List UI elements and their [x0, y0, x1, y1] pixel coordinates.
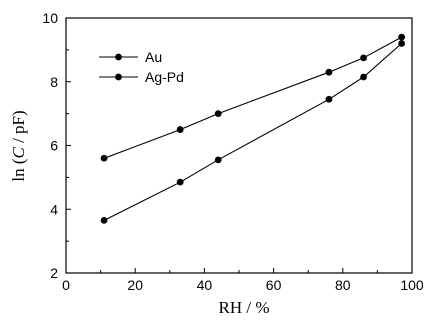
y-tick-label: 2 — [50, 265, 58, 281]
y-tick-label: 6 — [50, 138, 58, 154]
y-axis-title-prefix: ln ( — [9, 158, 28, 181]
y-tick-label: 8 — [50, 74, 58, 90]
data-point-au — [100, 154, 108, 162]
x-tick-label: 80 — [335, 277, 351, 293]
legend-marker-ag-pd — [115, 73, 122, 81]
legend-marker-au — [115, 53, 122, 61]
legend-label-ag-pd: Ag-Pd — [145, 69, 184, 85]
x-tick-label: 40 — [197, 277, 213, 293]
series-line-au — [103, 36, 402, 159]
y-axis-title: ln (C / pF) — [9, 110, 28, 181]
x-tick-label: 100 — [400, 277, 424, 293]
data-point-ag-pd — [325, 95, 333, 103]
legend: Au Ag-Pd — [99, 49, 184, 85]
x-tick-label: 0 — [62, 277, 70, 293]
data-point-ag-pd — [398, 40, 406, 47]
data-point-ag-pd — [100, 217, 108, 224]
data-point-au — [360, 54, 367, 62]
data-point-au — [398, 33, 406, 41]
data-point-ag-pd — [176, 178, 184, 186]
x-axis-title: RH / % — [219, 298, 270, 317]
y-tick-label: 4 — [50, 201, 58, 217]
x-tick-label: 60 — [266, 277, 282, 293]
y-axis-title-suffix: / pF) — [9, 110, 28, 147]
data-point-au — [214, 110, 222, 118]
axis-ticks: 0 20 40 60 80 100 2 4 6 8 10 — [42, 10, 423, 293]
series-line-ag-pd — [103, 43, 402, 221]
y-tick-label: 10 — [42, 10, 58, 26]
x-tick-label: 20 — [127, 277, 143, 293]
data-point-au — [325, 68, 333, 76]
y-axis-title-variable: C — [9, 147, 28, 159]
data-series — [100, 33, 406, 224]
legend-label-au: Au — [145, 49, 162, 65]
data-point-ag-pd — [360, 73, 367, 81]
data-point-ag-pd — [214, 156, 222, 164]
data-point-au — [176, 126, 184, 133]
